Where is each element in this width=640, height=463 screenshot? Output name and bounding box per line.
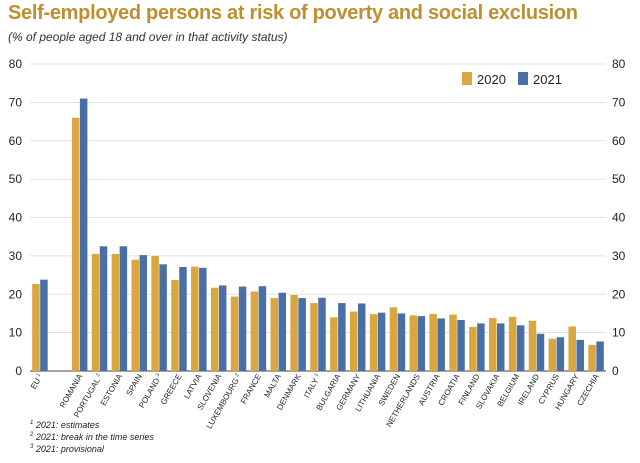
y-tick-label-right: 20 <box>612 287 626 301</box>
bar-2021-cyprus <box>556 337 565 371</box>
bars <box>32 98 604 371</box>
bar-2021-italy <box>318 297 326 371</box>
bar-2020-belgium <box>508 316 517 371</box>
bar-2020-luxembourg <box>230 296 239 371</box>
bar-2020-latvia <box>191 266 199 371</box>
bar-2021-bulgaria <box>338 303 346 371</box>
bar-2021-greece <box>179 267 187 371</box>
bar-2020-portugal <box>91 253 100 371</box>
bar-2021-luxembourg <box>238 286 247 371</box>
bar-2021-eu <box>40 279 48 371</box>
bar-2020-austria <box>429 313 437 371</box>
category-label-italy: ITALY1 <box>302 372 323 399</box>
category-label-greece: GREECE <box>159 373 184 407</box>
bar-2021-spain <box>139 255 147 371</box>
bar-2020-finland <box>469 326 477 371</box>
bar-2020-hungary <box>568 326 576 371</box>
bar-2021-finland <box>477 323 485 371</box>
bar-2021-poland <box>159 264 167 371</box>
chart-title: Self-employed persons at risk of poverty… <box>8 2 578 24</box>
bar-2020-romania <box>71 117 80 371</box>
y-tick-label-right: 60 <box>612 134 626 148</box>
category-label-malta: MALTA <box>262 372 283 399</box>
y-tick-label-right: 40 <box>612 211 626 225</box>
y-tick-label-right: 50 <box>612 172 626 186</box>
bar-2020-croatia <box>449 314 457 371</box>
bar-2021-portugal <box>99 246 108 371</box>
bar-2021-lithuania <box>377 312 386 371</box>
bar-2020-ireland <box>528 320 537 371</box>
y-tick-label-left: 30 <box>9 249 23 263</box>
legend-label-2021: 2021 <box>533 72 562 87</box>
bar-2020-cyprus <box>548 338 557 371</box>
bar-2021-belgium <box>516 325 525 371</box>
bar-2020-poland <box>151 255 159 371</box>
y-tick-label-left: 80 <box>9 57 23 71</box>
legend: 2020 2021 <box>462 72 562 87</box>
bar-2020-czechia <box>588 344 596 371</box>
bar-2020-greece <box>171 280 179 371</box>
y-tick-label-right: 10 <box>612 326 626 340</box>
bar-2020-netherlands <box>409 315 418 371</box>
bar-2021-slovenia <box>218 285 227 371</box>
y-tick-label-left: 10 <box>9 326 23 340</box>
footnote-1: 1 2021: estimates <box>30 420 100 430</box>
category-label-estonia: ESTONIA <box>99 372 125 407</box>
bar-2020-bulgaria <box>330 317 338 371</box>
bar-2021-ireland <box>536 333 545 371</box>
bar-2020-france <box>250 291 259 371</box>
y-tick-label-right: 30 <box>612 249 626 263</box>
footnote-3: 3 2021: provisional <box>30 444 104 454</box>
bar-2020-slovakia <box>489 318 497 371</box>
bar-2021-germany <box>357 303 366 371</box>
bar-2020-sweden <box>389 307 398 371</box>
y-tick-label-left: 0 <box>15 364 22 378</box>
bar-2021-hungary <box>576 339 584 371</box>
y-tick-label-left: 70 <box>9 95 23 109</box>
bar-2021-slovakia <box>497 323 505 371</box>
category-label-france: FRANCE <box>239 373 263 406</box>
bar-2020-spain <box>131 259 139 371</box>
y-tick-label-right: 80 <box>612 57 626 71</box>
legend-label-2020: 2020 <box>477 72 506 87</box>
bar-2021-sweden <box>397 313 406 371</box>
bar-2021-romania <box>79 98 88 371</box>
bar-2020-italy <box>310 303 318 371</box>
y-tick-label-right: 0 <box>612 364 619 378</box>
bar-2020-lithuania <box>369 314 378 371</box>
bar-2021-estonia <box>119 246 128 371</box>
bar-2021-netherlands <box>417 316 426 371</box>
y-tick-label-right: 70 <box>612 95 626 109</box>
category-label-eu: EU1 <box>29 372 45 390</box>
bar-2021-croatia <box>457 319 465 371</box>
bar-2021-denmark <box>298 298 306 371</box>
legend-swatch-2020 <box>462 72 472 85</box>
bar-2020-slovenia <box>210 287 219 371</box>
legend-swatch-2021 <box>518 72 528 85</box>
bar-2020-denmark <box>290 295 298 371</box>
bar-2021-austria <box>437 318 445 371</box>
y-tick-label-left: 60 <box>9 134 23 148</box>
chart-subtitle: (% of people aged 18 and over in that ac… <box>8 30 288 44</box>
bar-2020-germany <box>349 311 358 371</box>
y-tick-label-left: 20 <box>9 287 23 301</box>
bar-2021-france <box>258 286 267 371</box>
category-label-latvia: LATVIA <box>182 372 204 400</box>
bar-2020-malta <box>270 298 279 371</box>
bar-2020-eu <box>32 283 40 371</box>
category-label-spain: SPAIN <box>124 372 144 397</box>
y-tick-label-left: 40 <box>9 211 23 225</box>
bar-2021-malta <box>278 292 287 371</box>
bar-2020-estonia <box>111 253 120 371</box>
bar-2021-latvia <box>199 267 207 371</box>
y-tick-label-left: 50 <box>9 172 23 186</box>
bar-2021-czechia <box>596 341 604 371</box>
footnote-2: 2 2021: break in the time series <box>30 432 154 442</box>
